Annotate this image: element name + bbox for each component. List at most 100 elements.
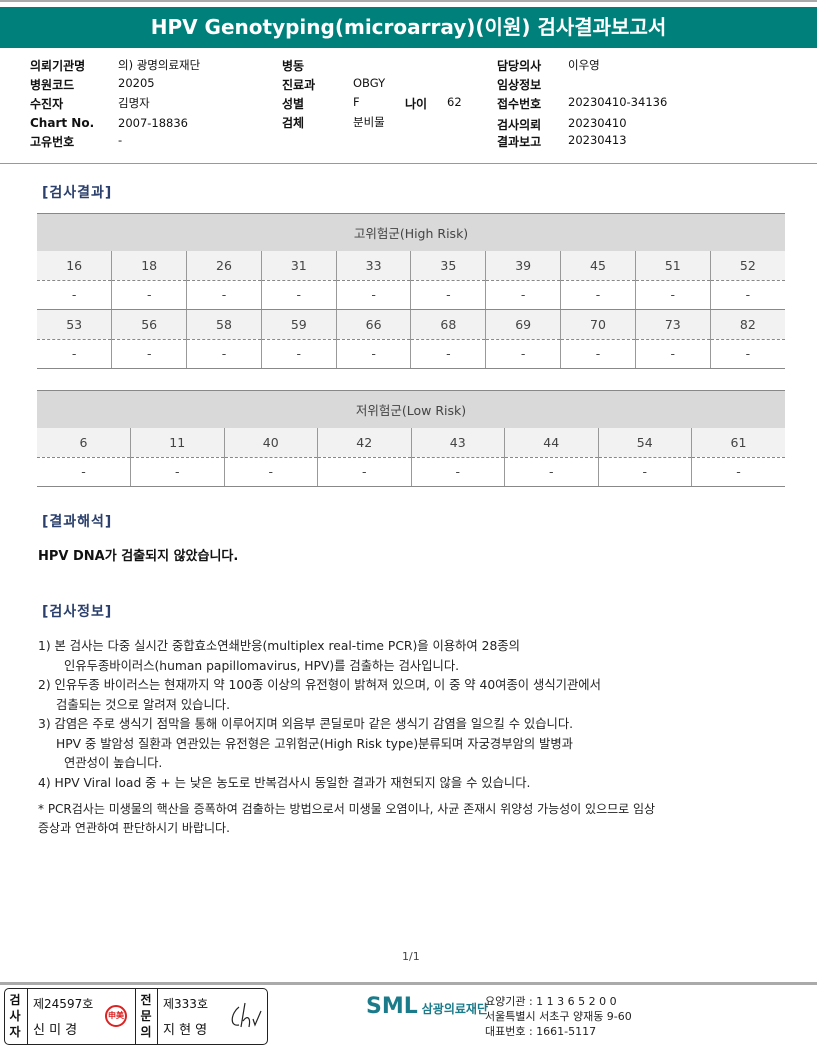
signature-box: 검사자 제24597호 신 미 경 申美 전문의 제333호 지 현 영 <box>4 988 268 1045</box>
high-risk-table: 고위험군(High Risk) 16 18 26 31 33 35 39 45 51 52- - - - -… <box>37 213 785 369</box>
tester-license: 제24597호 <box>33 997 94 1011</box>
doctor-signature-icon <box>231 1002 262 1028</box>
tester-name: 신 미 경 <box>33 1023 78 1038</box>
genotype-row-cell: 73 <box>634 309 711 340</box>
genotype-row-cell: 43 <box>410 427 505 458</box>
info-label: 고유번호 <box>30 135 75 149</box>
interpretation-heading: [결과해석] <box>42 514 113 530</box>
result-row-cell: - <box>709 280 785 310</box>
genotype-row-cell: 54 <box>597 427 692 458</box>
genotype-row-cell: 44 <box>504 427 598 458</box>
genotype-row-cell: 58 <box>186 309 262 340</box>
genotype-row-cell: 35 <box>410 250 486 281</box>
result-row-cell: - <box>130 457 224 487</box>
genotype-row-cell: 68 <box>410 309 486 340</box>
result-row-cell: - <box>410 280 486 310</box>
age-value: 62 <box>447 95 462 109</box>
footnote-line: 증상과 연관하여 판단하시기 바랍니다. <box>38 821 230 835</box>
note-line: 2) 인유두종 바이러스는 현재까지 약 100종 이상의 유전형이 밝혀져 있… <box>38 678 601 692</box>
info-value: 이우영 <box>568 58 600 72</box>
info-label: 담당의사 <box>497 59 542 73</box>
result-row-cell: - <box>560 280 636 310</box>
result-row: -------- <box>37 457 785 487</box>
interpretation-text: HPV DNA가 검출되지 않았습니다. <box>38 549 239 564</box>
genotype-row-cell: 31 <box>260 250 337 281</box>
result-row-cell: - <box>709 339 785 369</box>
result-row-cell: - <box>260 339 337 369</box>
result-row-cell: - <box>335 339 411 369</box>
footer-divider <box>0 982 817 985</box>
test-info-notes: 1) 본 검사는 다중 실시간 중합효소연쇄반응(multiplex real-… <box>38 637 601 793</box>
genotype-row-cell: 56 <box>111 309 187 340</box>
note-line: 4) HPV Viral load 중 + 는 낮은 농도로 반복검사시 동일한… <box>38 775 531 790</box>
result-row-cell: - <box>223 457 318 487</box>
genotype-row-cell: 52 <box>709 250 785 281</box>
tester-label: 검사자 <box>9 993 21 1039</box>
note-line: 인유두종바이러스(human papillomavirus, HPV)를 검출하… <box>64 658 460 673</box>
genotype-row-cell: 33 <box>335 250 411 281</box>
result-row-cell: - <box>317 457 411 487</box>
result-row-cell: - <box>560 339 636 369</box>
result-row-cell: - <box>111 339 187 369</box>
genotype-row-cell: 45 <box>560 250 636 281</box>
org-code: 요양기관 : 1 1 3 6 5 2 0 0 <box>485 995 617 1008</box>
info-label: 진료과 <box>282 78 316 92</box>
seal-stamp-icon: 申美 <box>105 1005 127 1027</box>
organization-info: 요양기관 : 1 1 3 6 5 2 0 0 서울특별시 서초구 양재동 9-6… <box>485 994 632 1039</box>
info-value: F <box>353 95 360 109</box>
genotype-row-cell: 51 <box>634 250 711 281</box>
result-row-cell: - <box>37 457 131 487</box>
genotype-row: 53 56 58 59 66 68 69 70 73 82 <box>37 309 785 340</box>
genotype-row-cell: 26 <box>186 250 262 281</box>
org-phone: 대표번호 : 1661-5117 <box>485 1025 597 1038</box>
result-row-cell: - <box>260 280 337 310</box>
genotype-row-cell: 11 <box>130 427 224 458</box>
result-row-cell: - <box>186 280 262 310</box>
org-address: 서울특별시 서초구 양재동 9-60 <box>485 1010 632 1023</box>
note-line: 1) 본 검사는 다중 실시간 중합효소연쇄반응(multiplex real-… <box>38 639 520 653</box>
test-info-heading: [검사정보] <box>42 604 113 620</box>
result-row-cell: - <box>335 280 411 310</box>
info-label: 결과보고 <box>497 135 542 149</box>
info-label: Chart No. <box>30 116 95 130</box>
result-row-cell: - <box>410 457 505 487</box>
age-label: 나이 <box>405 97 428 111</box>
sml-logo: SML 삼광의료재단 <box>366 994 489 1019</box>
genotype-row-cell: 16 <box>37 250 112 281</box>
result-row-cell: - <box>691 457 785 487</box>
info-label: 병원코드 <box>30 78 75 92</box>
result-row-cell: - <box>410 339 486 369</box>
note-line: HPV 중 발암성 질환과 연관있는 유전형은 고위험군(High Risk t… <box>56 736 573 751</box>
result-row-cell: - <box>37 339 112 369</box>
genotype-row: 6 11 40 42 43 44 54 61 <box>37 427 785 458</box>
high-risk-header: 고위험군(High Risk) <box>37 213 785 251</box>
genotype-row-cell: 59 <box>260 309 337 340</box>
result-row-cell: - <box>485 280 561 310</box>
info-label: 의뢰기관명 <box>30 59 86 73</box>
result-row-cell: - <box>186 339 262 369</box>
info-value: 김명자 <box>118 96 150 110</box>
info-value: OBGY <box>353 76 386 90</box>
note-line: 연관성이 높습니다. <box>64 756 163 770</box>
genotype-row-cell: 70 <box>560 309 636 340</box>
result-row-cell: - <box>504 457 598 487</box>
genotype-row-cell: 40 <box>223 427 318 458</box>
result-row: ---------- <box>37 280 785 310</box>
low-risk-header: 저위험군(Low Risk) <box>37 390 785 428</box>
info-value: - <box>118 133 123 147</box>
divider <box>0 163 817 164</box>
doctor-license: 제333호 <box>163 997 208 1011</box>
genotype-row-cell: 66 <box>335 309 411 340</box>
genotype-row-cell: 69 <box>485 309 561 340</box>
top-border <box>0 0 817 2</box>
result-row-cell: - <box>111 280 187 310</box>
page-number: 1/1 <box>402 950 420 963</box>
doctor-name: 지 현 영 <box>163 1023 208 1038</box>
result-row-cell: - <box>485 339 561 369</box>
genotype-row-cell: 6 <box>37 427 131 458</box>
note-line: 검출되는 것으로 알려져 있습니다. <box>56 697 231 712</box>
info-label: 수진자 <box>30 97 64 111</box>
result-row-cell: - <box>634 339 711 369</box>
result-row-cell: - <box>37 280 112 310</box>
info-label: 검체 <box>282 116 305 130</box>
